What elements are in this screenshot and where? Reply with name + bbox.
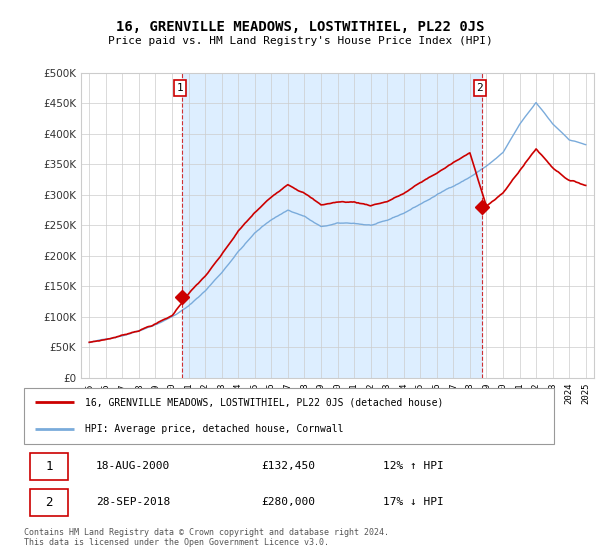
- Text: Price paid vs. HM Land Registry's House Price Index (HPI): Price paid vs. HM Land Registry's House …: [107, 36, 493, 46]
- FancyBboxPatch shape: [29, 452, 68, 480]
- Text: 1: 1: [45, 460, 53, 473]
- Text: 1: 1: [176, 83, 183, 93]
- Text: 28-SEP-2018: 28-SEP-2018: [96, 497, 170, 507]
- Text: £132,450: £132,450: [262, 461, 316, 471]
- FancyBboxPatch shape: [24, 388, 554, 444]
- Bar: [182, 73, 482, 378]
- FancyBboxPatch shape: [29, 489, 68, 516]
- Text: 2: 2: [476, 83, 483, 93]
- Text: 2: 2: [45, 496, 53, 509]
- Text: 16, GRENVILLE MEADOWS, LOSTWITHIEL, PL22 0JS: 16, GRENVILLE MEADOWS, LOSTWITHIEL, PL22…: [116, 20, 484, 34]
- Text: 12% ↑ HPI: 12% ↑ HPI: [383, 461, 443, 471]
- Text: 16, GRENVILLE MEADOWS, LOSTWITHIEL, PL22 0JS (detached house): 16, GRENVILLE MEADOWS, LOSTWITHIEL, PL22…: [85, 397, 443, 407]
- Text: 17% ↓ HPI: 17% ↓ HPI: [383, 497, 443, 507]
- Text: 18-AUG-2000: 18-AUG-2000: [96, 461, 170, 471]
- Text: Contains HM Land Registry data © Crown copyright and database right 2024.
This d: Contains HM Land Registry data © Crown c…: [24, 528, 389, 547]
- Text: £280,000: £280,000: [262, 497, 316, 507]
- Text: HPI: Average price, detached house, Cornwall: HPI: Average price, detached house, Corn…: [85, 424, 343, 435]
